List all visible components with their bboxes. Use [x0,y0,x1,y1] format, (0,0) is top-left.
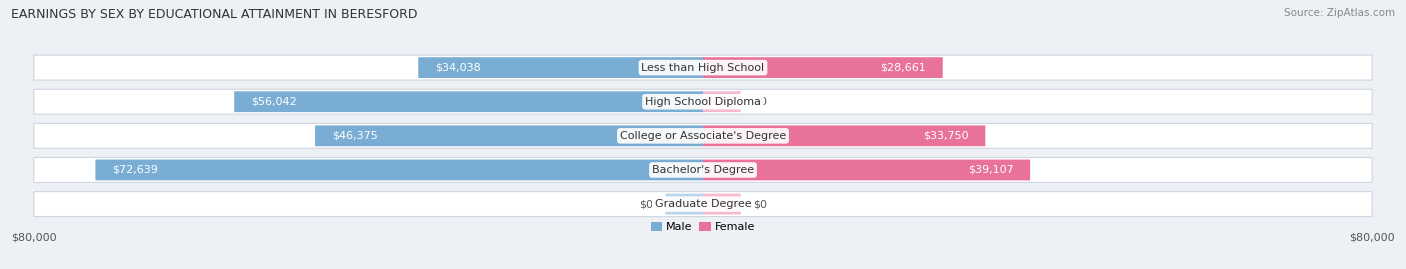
FancyBboxPatch shape [703,57,943,78]
Text: College or Associate's Degree: College or Associate's Degree [620,131,786,141]
Text: Graduate Degree: Graduate Degree [655,199,751,209]
FancyBboxPatch shape [34,192,1372,217]
FancyBboxPatch shape [34,89,1372,114]
Text: $46,375: $46,375 [332,131,378,141]
Text: Less than High School: Less than High School [641,63,765,73]
Text: High School Diploma: High School Diploma [645,97,761,107]
FancyBboxPatch shape [703,91,741,112]
Text: $0: $0 [754,199,768,209]
FancyBboxPatch shape [703,125,986,146]
Text: $0: $0 [754,97,768,107]
FancyBboxPatch shape [665,194,703,214]
FancyBboxPatch shape [34,158,1372,182]
Text: $33,750: $33,750 [922,131,969,141]
Text: $56,042: $56,042 [250,97,297,107]
FancyBboxPatch shape [235,91,703,112]
Text: Bachelor's Degree: Bachelor's Degree [652,165,754,175]
Text: $72,639: $72,639 [112,165,157,175]
FancyBboxPatch shape [703,160,1031,180]
FancyBboxPatch shape [34,123,1372,148]
Text: $0: $0 [638,199,652,209]
FancyBboxPatch shape [96,160,703,180]
Text: $39,107: $39,107 [967,165,1014,175]
Legend: Male, Female: Male, Female [651,222,755,232]
FancyBboxPatch shape [315,125,703,146]
FancyBboxPatch shape [418,57,703,78]
Text: $28,661: $28,661 [880,63,927,73]
Text: EARNINGS BY SEX BY EDUCATIONAL ATTAINMENT IN BERESFORD: EARNINGS BY SEX BY EDUCATIONAL ATTAINMEN… [11,8,418,21]
FancyBboxPatch shape [34,55,1372,80]
Text: Source: ZipAtlas.com: Source: ZipAtlas.com [1284,8,1395,18]
FancyBboxPatch shape [703,194,741,214]
Text: $34,038: $34,038 [434,63,481,73]
